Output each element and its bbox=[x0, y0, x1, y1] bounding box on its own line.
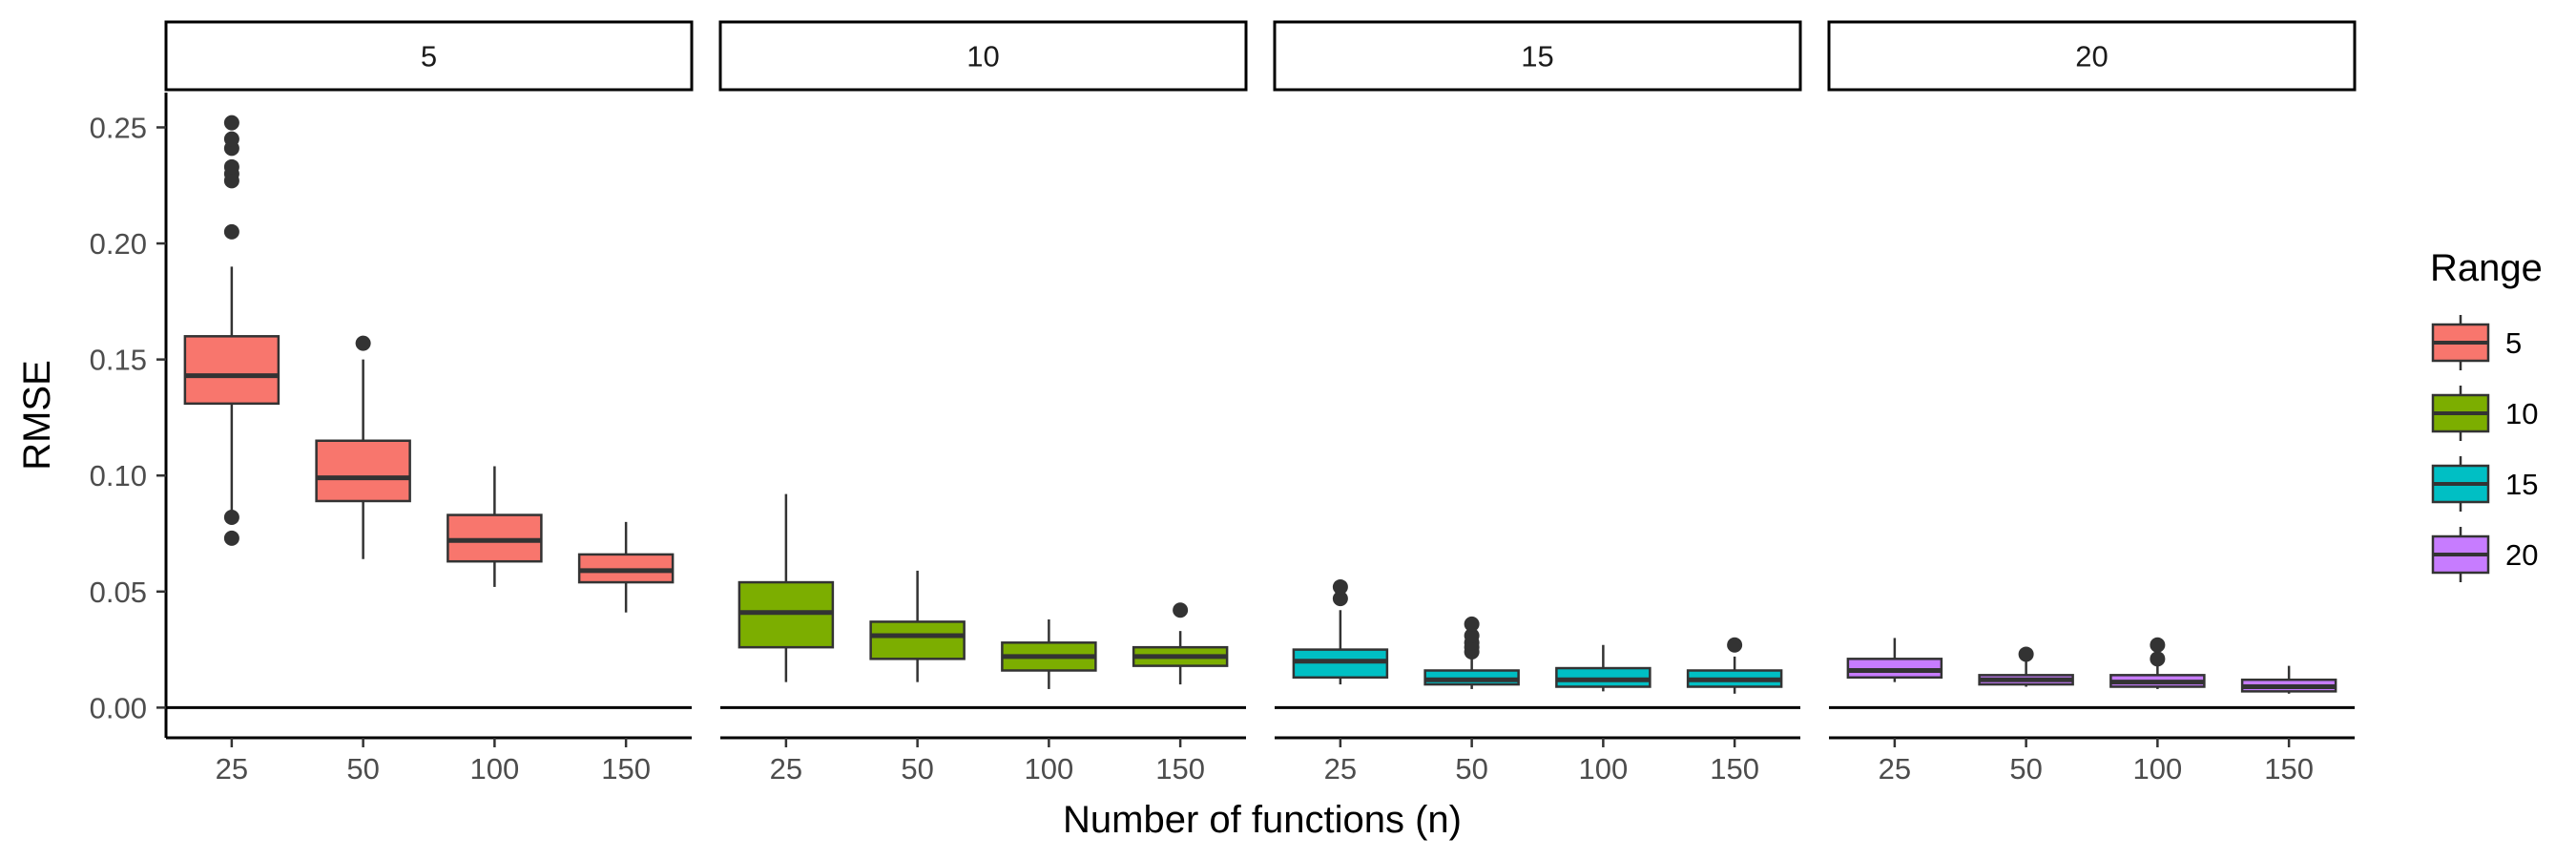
facet-strip bbox=[718, 20, 1248, 92]
facet-panel-20: 20 25 50 100 150 bbox=[1827, 20, 2357, 786]
legend-item-label: 10 bbox=[2505, 397, 2538, 430]
facet-strip-label: 10 bbox=[966, 40, 999, 73]
box-5-25 bbox=[183, 115, 280, 546]
x-tick-label: 150 bbox=[601, 752, 651, 786]
x-tick-label: 25 bbox=[216, 752, 248, 786]
box-5-50 bbox=[315, 335, 411, 559]
outlier-point bbox=[223, 115, 239, 131]
legend: Range 5 10 15 20 bbox=[2430, 247, 2543, 582]
facet-strip bbox=[1273, 20, 1802, 92]
x-tick-label: 25 bbox=[770, 752, 802, 786]
facet-strip-label: 5 bbox=[421, 40, 437, 73]
x-tick-label: 50 bbox=[1455, 752, 1487, 786]
facet-strip-label: 20 bbox=[2075, 40, 2108, 73]
y-axis-title: RMSE bbox=[16, 360, 58, 471]
x-tick-label: 150 bbox=[1710, 752, 1759, 786]
facet-strip-label: 15 bbox=[1521, 40, 1553, 73]
outlier-point bbox=[1173, 602, 1189, 618]
box-10-50 bbox=[869, 570, 966, 682]
y-tick-label: 0.15 bbox=[90, 344, 147, 377]
legend-item-label: 20 bbox=[2505, 538, 2538, 572]
y-tick-label: 0.20 bbox=[90, 227, 147, 261]
legend-item-5: 5 bbox=[2431, 315, 2522, 370]
x-tick-label: 50 bbox=[901, 752, 933, 786]
y-axis: 0.00 0.05 0.10 0.15 0.20 0.25 bbox=[90, 93, 168, 738]
x-tick-label: 25 bbox=[1324, 752, 1357, 786]
legend-item-15: 15 bbox=[2431, 456, 2538, 512]
facet-strip bbox=[1827, 20, 2357, 92]
x-tick-label: 25 bbox=[1879, 752, 1911, 786]
box-5-100 bbox=[447, 466, 543, 587]
outlier-point bbox=[1464, 616, 1480, 632]
x-axis-title: Number of functions (n) bbox=[1063, 799, 1462, 841]
legend-title: Range bbox=[2430, 247, 2543, 289]
box-15-150 bbox=[1686, 637, 1783, 694]
outlier-point bbox=[223, 223, 239, 240]
box-20-150 bbox=[2240, 665, 2337, 694]
outlier-point bbox=[2018, 646, 2034, 662]
outlier-point bbox=[2150, 651, 2166, 667]
box-20-25 bbox=[1846, 638, 1943, 682]
box-15-25 bbox=[1292, 578, 1389, 685]
outlier-point bbox=[1332, 578, 1348, 595]
box-iqr bbox=[869, 620, 966, 660]
x-tick-label: 100 bbox=[2133, 752, 2183, 786]
box-5-150 bbox=[577, 521, 675, 613]
y-tick-label: 0.10 bbox=[90, 459, 147, 492]
outlier-point bbox=[355, 335, 371, 351]
outlier-point bbox=[223, 530, 239, 546]
y-tick-label: 0.00 bbox=[90, 691, 147, 724]
legend-item-label: 15 bbox=[2505, 468, 2538, 501]
outlier-point bbox=[2150, 637, 2166, 653]
facet-panel-10: 10 25 50 100 150 bbox=[718, 20, 1248, 786]
legend-item-10: 10 bbox=[2431, 386, 2538, 441]
outlier-point bbox=[1332, 591, 1348, 607]
box-iqr bbox=[183, 335, 280, 406]
facet-panel-5: 5 25 50 100 150 bbox=[164, 20, 694, 786]
box-20-50 bbox=[1978, 646, 2074, 687]
x-tick-label: 100 bbox=[1579, 752, 1629, 786]
box-iqr bbox=[315, 439, 411, 503]
box-10-25 bbox=[737, 493, 835, 682]
x-tick-label: 150 bbox=[2264, 752, 2314, 786]
x-tick-label: 100 bbox=[470, 752, 520, 786]
outlier-point bbox=[1464, 628, 1480, 644]
x-tick-label: 100 bbox=[1025, 752, 1074, 786]
y-tick-label: 0.05 bbox=[90, 576, 147, 609]
outlier-point bbox=[1727, 637, 1743, 653]
legend-item-label: 5 bbox=[2505, 326, 2522, 360]
box-15-100 bbox=[1555, 644, 1652, 692]
facet-strip bbox=[164, 20, 694, 92]
box-10-100 bbox=[1001, 618, 1097, 689]
x-tick-label: 50 bbox=[2009, 752, 2042, 786]
legend-item-20: 20 bbox=[2431, 527, 2538, 582]
outlier-point bbox=[223, 131, 239, 147]
facet-panel-15: 15 25 50 100 150 bbox=[1273, 20, 1802, 786]
box-10-150 bbox=[1132, 602, 1229, 685]
outlier-point bbox=[223, 158, 239, 175]
x-tick-label: 150 bbox=[1155, 752, 1205, 786]
box-20-100 bbox=[2109, 637, 2206, 689]
box-15-50 bbox=[1423, 616, 1520, 689]
outlier-point bbox=[223, 509, 239, 525]
x-tick-label: 50 bbox=[346, 752, 379, 786]
y-tick-label: 0.25 bbox=[90, 111, 147, 144]
